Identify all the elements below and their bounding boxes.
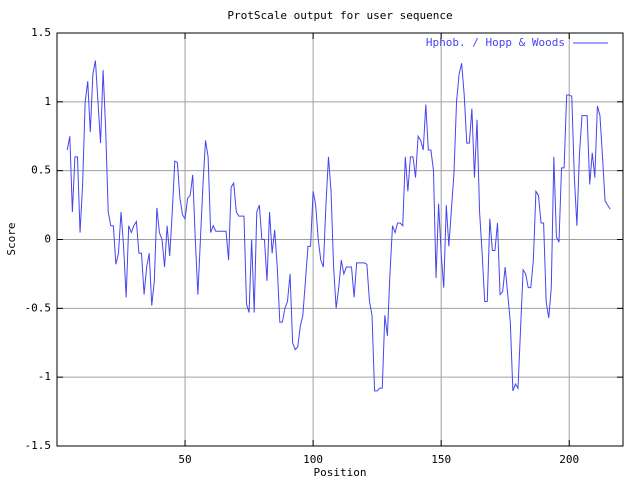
y-tick-label: 1 <box>44 95 51 108</box>
plot-border <box>56 32 624 447</box>
y-tick-label: -0.5 <box>25 301 52 314</box>
legend-label: Hphob. / Hopp & Woods <box>426 36 565 49</box>
y-tick-label: 1.5 <box>31 26 51 39</box>
data-line <box>66 60 611 392</box>
y-tick-label: -1.5 <box>25 439 52 452</box>
x-tick-label: 50 <box>178 453 191 466</box>
x-axis-label: Position <box>314 466 367 479</box>
x-tick-label: 100 <box>303 453 323 466</box>
y-tick-label: 0.5 <box>31 164 51 177</box>
x-tick-label: 150 <box>431 453 451 466</box>
y-tick-label: -1 <box>38 370 51 383</box>
y-axis-label: Score <box>5 222 18 255</box>
chart-title: ProtScale output for user sequence <box>227 9 452 22</box>
y-tick-label: 0 <box>44 233 51 246</box>
x-tick-label: 200 <box>559 453 579 466</box>
